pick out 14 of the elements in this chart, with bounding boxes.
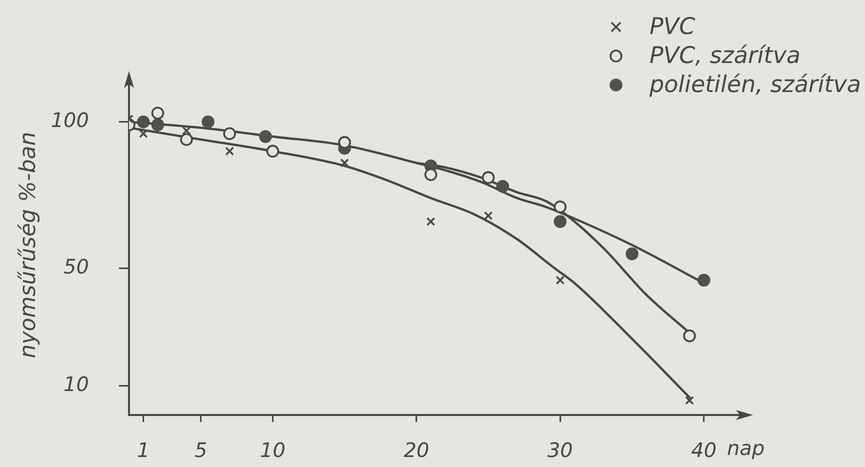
legend-label: PVC [650,14,696,40]
legend-label: polietilén, szárítva [650,72,861,98]
x-tick-label: 1 [137,438,150,462]
y-tick-label: 10 [64,372,89,396]
legend-label: PVC, szárítva [650,42,801,68]
x-axis-title: nap [727,436,765,460]
x-tick-label: 5 [194,438,208,462]
y-axis-title: nyomsűrűség %-ban [16,132,41,358]
x-tick-label: 10 [260,438,286,462]
x-tick-label: 30 [547,438,573,462]
y-tick-label: 100 [50,108,89,132]
x-tick-label: 40 [691,438,717,462]
x-tick-label: 20 [404,438,430,462]
y-tick-label: 50 [64,254,89,279]
